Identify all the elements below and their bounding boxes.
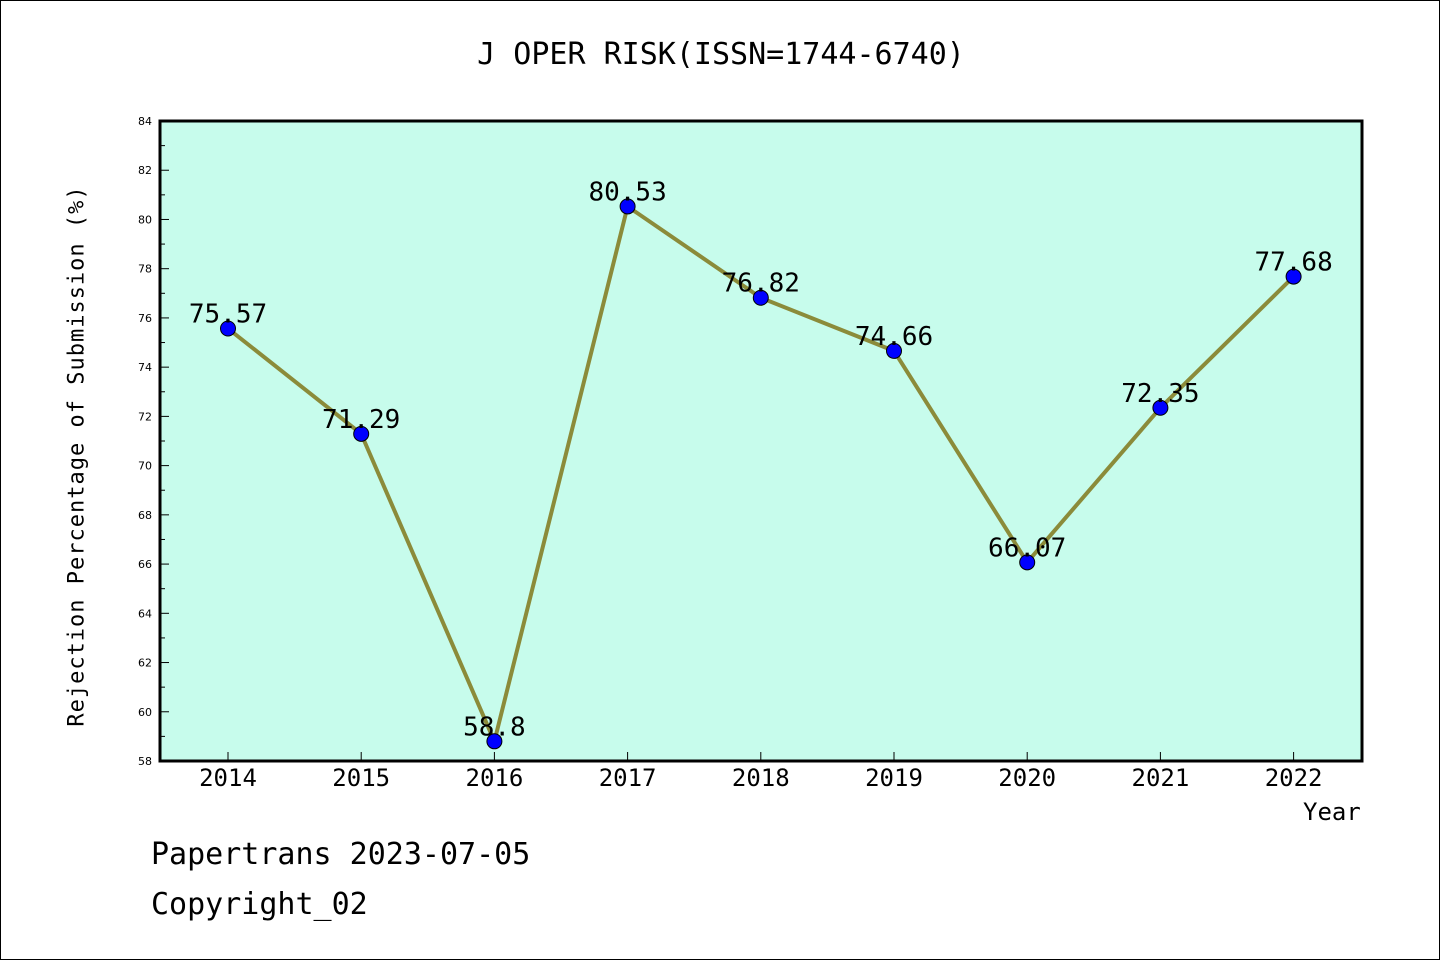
y-tick-label: 68 [138,509,152,522]
x-tick-label: 2015 [332,764,390,792]
data-point-marker [486,733,503,750]
data-point-marker [1152,399,1169,416]
data-point-marker [1285,268,1302,285]
data-point-marker [752,289,769,306]
x-tick-label: 2019 [865,764,923,792]
marker-group [220,198,1302,750]
data-label: 76.82 [722,269,800,299]
x-tick-label: 2014 [199,764,257,792]
data-label: 74.66 [855,322,933,352]
x-tick-label: 2017 [599,764,657,792]
x-tick-label: 2021 [1132,764,1190,792]
y-tick-label: 72 [138,410,152,423]
y-tick-label: 64 [138,607,152,620]
y-tick-label: 60 [138,706,152,719]
data-label: 66.07 [988,533,1066,563]
data-label: 71.29 [322,405,400,435]
y-tick-label: 66 [138,558,152,571]
chart-title: J OPER RISK(ISSN=1744-6740) [477,37,965,72]
data-point-marker [353,425,370,442]
footer-date-text: Papertrans 2023-07-05 [151,837,531,872]
x-tick-label: 2018 [732,764,790,792]
x-tick-label: 2020 [998,764,1056,792]
plot-background [158,119,1364,763]
data-label: 72.35 [1121,379,1199,409]
data-label: 80.53 [588,177,666,207]
data-label: 77.68 [1254,248,1332,278]
y-tick-label: 70 [138,460,152,473]
y-tick-label: 82 [138,164,152,177]
data-label: 75.57 [189,300,267,330]
y-tick-label: 76 [138,312,152,325]
data-point-marker [886,342,902,359]
data-label: 58.8 [463,712,526,742]
x-axis-label: Year [1303,798,1361,826]
data-point-marker [619,198,636,215]
x-tick-label: 2022 [1265,764,1323,792]
y-axis-ticks: 58 60 62 64 66 68 70 72 74 76 78 80 82 84 [138,115,169,768]
data-point-marker [1019,554,1036,571]
x-axis-ticks: 2014 2015 2016 2017 2018 2019 2020 2021 2022 [199,752,1322,792]
y-tick-label: 74 [138,361,152,374]
footer-copyright-text: Copyright_02 [151,887,368,922]
y-tick-label: 84 [138,115,152,128]
y-tick-label: 58 [138,755,152,768]
data-label-group: 75.57 71.29 58.8 80.53 76.82 74.66 66.07 72.35 7… [189,177,1333,742]
y-tick-label: 62 [138,657,152,670]
y-tick-label: 80 [138,213,152,226]
data-point-marker [220,320,236,337]
y-tick-label: 78 [138,263,152,276]
x-tick-label: 2016 [466,764,524,792]
